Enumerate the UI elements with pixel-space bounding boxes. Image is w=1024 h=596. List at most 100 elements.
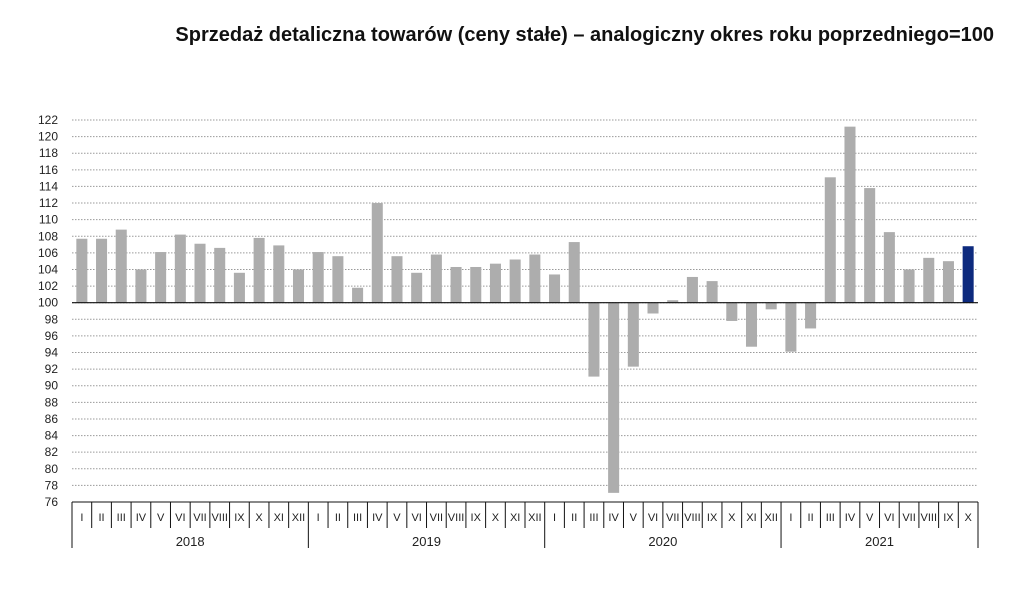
- bar: [194, 243, 206, 303]
- x-tick-label: I: [317, 512, 320, 524]
- x-tick-label: II: [98, 512, 104, 524]
- x-tick-label: VI: [648, 512, 658, 524]
- bar: [174, 234, 186, 303]
- y-tick-label: 120: [38, 130, 58, 144]
- y-tick-label: 78: [45, 478, 59, 492]
- bar: [785, 302, 797, 352]
- y-tick-label: 98: [45, 312, 59, 326]
- year-label: 2019: [412, 534, 441, 549]
- y-tick-label: 90: [45, 379, 59, 393]
- x-tick-label: II: [335, 512, 341, 524]
- bar: [627, 302, 639, 367]
- bar: [253, 237, 265, 303]
- x-tick-label: V: [393, 512, 401, 524]
- bar: [883, 232, 895, 303]
- y-tick-label: 114: [39, 179, 58, 193]
- y-tick-label: 118: [39, 146, 58, 160]
- bar: [745, 302, 758, 347]
- x-tick-label: X: [964, 512, 972, 524]
- x-axis: I II III IV V VI VII VIII IX X XI XII I II III IV V VI VII…: [71, 302, 979, 549]
- x-tick-label: VIII: [921, 512, 938, 524]
- x-tick-label: IX: [234, 512, 245, 524]
- y-tick-label: 80: [45, 462, 59, 476]
- x-tick-label: IV: [372, 512, 383, 524]
- bar: [96, 238, 108, 303]
- x-tick-label: XI: [746, 512, 756, 524]
- x-tick-label: VIII: [684, 512, 701, 524]
- x-tick-label: V: [157, 512, 165, 524]
- bar: [509, 259, 521, 303]
- bar: [864, 188, 876, 303]
- bar: [588, 302, 600, 377]
- y-tick-label: 92: [45, 362, 59, 376]
- x-tick-label: VII: [902, 512, 915, 524]
- y-tick-label: 112: [39, 196, 58, 210]
- x-tick-label: VIII: [211, 512, 228, 524]
- x-tick-label: VII: [193, 512, 206, 524]
- y-tick-label: 106: [38, 246, 58, 260]
- x-tick-label: II: [808, 512, 814, 524]
- bar: [371, 203, 383, 303]
- x-tick-label: XI: [510, 512, 520, 524]
- y-tick-label: 110: [39, 213, 58, 227]
- bar: [233, 272, 245, 303]
- bar: [608, 302, 620, 493]
- y-tick-label: 122: [38, 113, 58, 127]
- x-tick-label: IV: [845, 512, 856, 524]
- bar: [824, 177, 836, 303]
- bar: [76, 238, 88, 303]
- x-tick-label: VIII: [448, 512, 465, 524]
- x-tick-label: XI: [274, 512, 284, 524]
- x-tick-label: III: [117, 512, 126, 524]
- bar: [411, 272, 423, 303]
- bar: [844, 126, 856, 303]
- bar: [765, 302, 777, 310]
- x-tick-label: III: [826, 512, 835, 524]
- x-tick-label: IX: [471, 512, 482, 524]
- y-tick-label: 84: [45, 429, 59, 443]
- bar: [706, 281, 718, 303]
- bar: [805, 302, 817, 329]
- bar: [549, 274, 561, 303]
- bar: [115, 229, 127, 303]
- x-tick-label: II: [571, 512, 577, 524]
- y-tick-label: 94: [45, 346, 59, 360]
- bar: [726, 302, 738, 321]
- bar: [155, 252, 167, 303]
- x-tick-label: IX: [943, 512, 954, 524]
- x-tick-label: VI: [175, 512, 185, 524]
- y-tick-label: 104: [38, 262, 58, 276]
- bar: [450, 266, 462, 303]
- bar: [312, 252, 324, 303]
- y-tick-label: 86: [45, 412, 59, 426]
- y-tick-label: 76: [45, 495, 59, 509]
- y-tick-label: 116: [39, 163, 58, 177]
- bar: [923, 257, 935, 303]
- year-label: 2018: [176, 534, 205, 549]
- bar: [332, 256, 344, 303]
- x-tick-label: IX: [707, 512, 718, 524]
- year-label: 2021: [865, 534, 894, 549]
- bar: [214, 247, 226, 303]
- bar: [489, 263, 501, 303]
- bar: [962, 246, 974, 303]
- x-tick-label: VI: [411, 512, 421, 524]
- x-tick-label: I: [80, 512, 83, 524]
- bar: [903, 269, 915, 303]
- x-tick-label: XII: [764, 512, 777, 524]
- y-tick-label: 102: [38, 279, 58, 293]
- y-tick-label: 82: [45, 445, 59, 459]
- y-tick-label: 96: [45, 329, 59, 343]
- bar: [430, 254, 442, 303]
- x-tick-label: V: [866, 512, 874, 524]
- x-tick-label: X: [255, 512, 263, 524]
- bar: [273, 245, 285, 303]
- bar: [647, 302, 659, 314]
- x-tick-label: X: [492, 512, 500, 524]
- y-axis-tick-labels: 76 78 80 82 84 86 88 90 92 94 96 98 100 102 104 106 108 1…: [38, 113, 58, 509]
- x-tick-label: XII: [528, 512, 541, 524]
- x-tick-label: IV: [136, 512, 147, 524]
- bar: [391, 256, 403, 303]
- x-tick-label: I: [553, 512, 556, 524]
